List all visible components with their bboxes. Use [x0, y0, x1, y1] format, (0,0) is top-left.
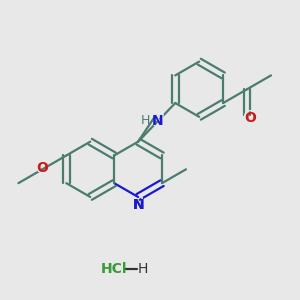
Text: O: O — [35, 159, 49, 177]
Text: HCl: HCl — [101, 262, 128, 276]
Text: N: N — [132, 198, 144, 212]
Text: H: H — [141, 114, 150, 128]
Text: N: N — [132, 198, 144, 212]
Text: N: N — [132, 196, 144, 214]
Text: N: N — [152, 114, 164, 128]
Text: H: H — [137, 262, 148, 276]
Text: O: O — [36, 161, 48, 175]
Text: O: O — [243, 110, 257, 128]
Text: O: O — [244, 111, 256, 125]
Text: N: N — [151, 112, 164, 130]
